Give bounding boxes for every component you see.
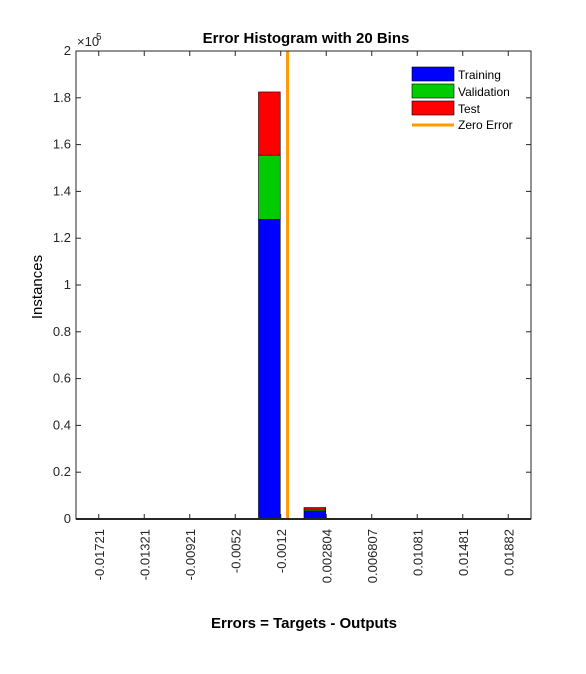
plot-background	[76, 51, 531, 519]
legend-label-test: Test	[458, 102, 481, 116]
y-tick-label: 0.4	[53, 417, 71, 432]
bar-training-bin-9	[258, 219, 281, 520]
y-tick-label: 2	[64, 43, 71, 58]
x-tick-label: -0.00921	[183, 529, 198, 580]
x-tick-label: -0.01321	[137, 529, 152, 580]
legend: Training Validation Test Zero Error	[411, 66, 513, 132]
chart-title: Error Histogram with 20 Bins	[203, 30, 410, 47]
legend-label-validation: Validation	[458, 85, 510, 99]
x-axis-label: Errors = Targets - Outputs	[211, 615, 397, 632]
y-tick-label: 1	[64, 277, 71, 292]
y-tick-label: 0	[64, 511, 71, 526]
bar-test-bin-11	[303, 507, 327, 510]
x-tick-label: -0.0012	[274, 529, 289, 573]
x-tick-label: 0.006807	[365, 529, 380, 583]
y-tick-label: 1.6	[53, 137, 71, 152]
y-axis-exponent: ×10 5	[77, 32, 102, 49]
legend-swatch-training	[411, 66, 455, 82]
bar-test-bin-9	[258, 91, 281, 156]
plot-area: 0 0.2 0.4 0.6 0.8 1 1.2 1.4 1.6 1.8 2 -0.01721 -0.01…	[53, 43, 532, 583]
x-tick-label: 0.01882	[501, 529, 516, 576]
y-tick-label: 0.2	[53, 464, 71, 479]
bar-training-bin-11	[303, 510, 327, 520]
x-tick-label: 0.01081	[410, 529, 425, 576]
y-tick-label: 1.2	[53, 230, 71, 245]
x-tick-label: -0.01721	[92, 529, 107, 580]
legend-swatch-validation	[411, 83, 455, 99]
y-axis-label: Instances	[29, 255, 46, 319]
x-tick-label: -0.0052	[228, 529, 243, 573]
legend-label-training: Training	[458, 68, 501, 82]
y-tick-label: 0.8	[53, 324, 71, 339]
y-exponent-power: 5	[96, 32, 102, 43]
y-tick-label: 0.6	[53, 371, 71, 386]
bar-validation-bin-9	[258, 154, 281, 220]
y-exponent-base: ×10	[77, 34, 99, 49]
x-tick-label: 0.01481	[456, 529, 471, 576]
legend-label-zero-error: Zero Error	[458, 118, 513, 132]
x-tick-label: 0.002804	[319, 529, 334, 583]
y-tick-label: 1.4	[53, 183, 71, 198]
y-tick-label: 1.8	[53, 90, 71, 105]
legend-swatch-test	[411, 100, 455, 116]
